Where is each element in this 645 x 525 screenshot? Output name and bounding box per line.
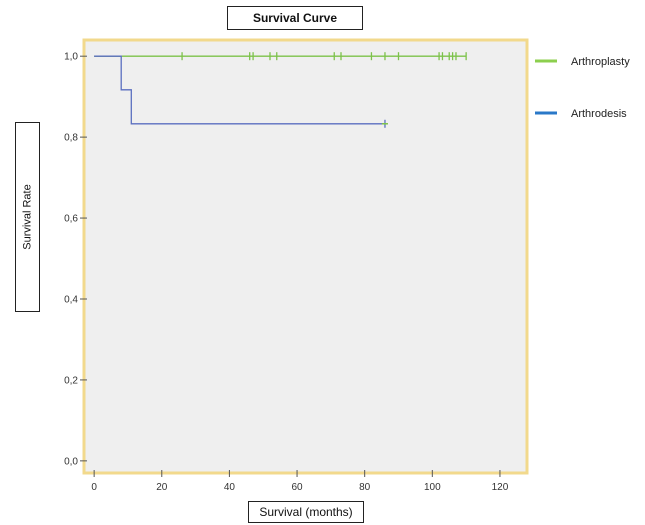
- y-axis-label: Survival Rate: [15, 122, 40, 312]
- plot-area: [82, 38, 529, 475]
- x-tick-label: 0: [91, 482, 97, 493]
- survival-line-arthrodesis: [94, 55, 385, 125]
- y-tick-label: 1,0: [64, 52, 78, 63]
- x-tick-label: 120: [492, 482, 509, 493]
- y-tick-label: 0,4: [64, 294, 78, 305]
- y-tick-label: 0,0: [64, 456, 78, 467]
- legend-label-arthrodesis: Arthrodesis: [571, 108, 627, 120]
- x-tick-label: 100: [424, 482, 441, 493]
- x-tick-label: 80: [359, 482, 371, 493]
- legend-label-arthroplasty: Arthroplasty: [571, 56, 630, 68]
- chart-title: Survival Curve: [227, 6, 363, 30]
- y-tick-label: 0,2: [64, 375, 78, 386]
- y-tick-label: 0,6: [64, 214, 78, 225]
- x-tick-label: 40: [224, 482, 236, 493]
- x-tick-label: 60: [291, 482, 303, 493]
- y-tick-label: 0,8: [64, 133, 78, 144]
- x-tick-label: 20: [156, 482, 168, 493]
- x-axis-label: Survival (months): [248, 501, 364, 523]
